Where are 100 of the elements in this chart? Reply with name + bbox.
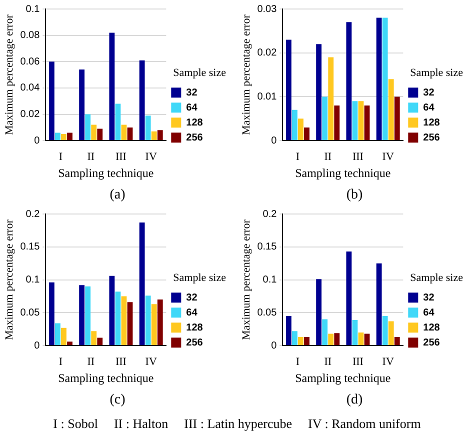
bar xyxy=(346,252,352,346)
bar xyxy=(121,296,127,346)
legend-label: 128 xyxy=(186,322,204,334)
y-tick-label: 0.1 xyxy=(262,274,278,286)
legend-label: 64 xyxy=(186,307,198,318)
x-tick-label: III xyxy=(115,151,127,164)
bar xyxy=(328,334,334,346)
bar xyxy=(328,57,334,140)
bar xyxy=(394,337,400,346)
legend-label: 256 xyxy=(423,132,440,144)
y-tick-label: 0.05 xyxy=(20,307,40,318)
bar xyxy=(364,106,370,140)
bar xyxy=(304,337,310,346)
x-axis-title: Sampling technique xyxy=(295,371,391,386)
bar xyxy=(115,292,121,346)
y-tick-label: 0.01 xyxy=(257,91,278,102)
bar xyxy=(109,276,115,346)
bar xyxy=(376,18,382,140)
bar xyxy=(55,323,60,346)
bar xyxy=(358,332,364,346)
x-tick-label: IV xyxy=(382,356,394,368)
x-tick-label: II xyxy=(324,151,332,164)
y-tick-label: 0.15 xyxy=(20,242,40,253)
bar xyxy=(334,333,340,346)
bar xyxy=(286,316,292,346)
legend-label: 64 xyxy=(423,307,435,318)
bar xyxy=(127,127,133,140)
y-tick-label: 0.1 xyxy=(26,4,40,15)
bar xyxy=(97,128,103,140)
bar xyxy=(358,101,364,140)
y-axis-title: Maximum percentage error xyxy=(240,219,252,340)
x-tick-label: III xyxy=(352,151,364,164)
bar xyxy=(157,300,163,346)
legend-label: 32 xyxy=(423,292,435,304)
bar xyxy=(298,118,304,140)
x-tick-label: II xyxy=(87,151,95,164)
bar xyxy=(91,124,97,140)
bar xyxy=(109,32,115,140)
y-axis-title: Maximum percentage error xyxy=(3,14,16,135)
y-tick-label: 0 xyxy=(271,340,278,352)
bar xyxy=(121,124,127,140)
text: I : Sobol xyxy=(53,416,98,432)
bar xyxy=(292,110,298,140)
bar xyxy=(67,342,72,346)
legend-label: 32 xyxy=(423,87,435,98)
bar xyxy=(394,96,400,140)
legend-title: Sample size xyxy=(173,66,226,79)
bar xyxy=(145,116,151,140)
y-axis-title: Maximum percentage error xyxy=(3,219,16,340)
legend-label: 64 xyxy=(186,102,198,114)
bar xyxy=(322,319,328,346)
legend-label: 128 xyxy=(423,322,440,334)
legend-label: 128 xyxy=(186,117,204,128)
bar xyxy=(139,60,145,140)
text: IV : Random uniform xyxy=(308,416,421,432)
y-axis-title: Maximum percentage error xyxy=(240,14,252,135)
bar xyxy=(67,132,72,140)
bar xyxy=(388,79,394,140)
legend-title: Sample size xyxy=(410,272,464,284)
y-tick-label: 0.1 xyxy=(26,274,40,286)
x-tick-label: IV xyxy=(145,356,157,368)
text: II : Halton xyxy=(114,416,168,432)
legend-title: Sample size xyxy=(173,272,226,284)
bar xyxy=(286,40,292,140)
x-tick-label: I xyxy=(296,151,300,164)
bar xyxy=(151,304,157,346)
bar xyxy=(376,263,382,346)
y-tick-label: 0.05 xyxy=(257,307,278,318)
bar xyxy=(91,331,97,346)
legend-label: 256 xyxy=(186,132,204,144)
bar xyxy=(48,282,54,346)
bar xyxy=(382,18,388,140)
y-tick-label: 0 xyxy=(34,135,40,146)
y-tick-label: 0.06 xyxy=(20,56,40,68)
x-tick-label: III xyxy=(352,356,364,368)
y-tick-label: 0.08 xyxy=(20,30,40,42)
bar xyxy=(352,101,358,140)
x-tick-label: III xyxy=(115,356,127,368)
x-tick-label: II xyxy=(324,356,332,368)
text: (c) xyxy=(110,392,126,408)
text: (d) xyxy=(346,392,363,408)
legend-label: 32 xyxy=(186,87,198,98)
legend-title: Sample size xyxy=(410,66,464,79)
bar xyxy=(322,96,328,140)
y-tick-label: 0.02 xyxy=(20,109,40,120)
y-tick-label: 0.15 xyxy=(257,242,278,253)
x-tick-label: II xyxy=(87,356,95,368)
x-tick-label: I xyxy=(296,356,300,368)
y-tick-label: 0 xyxy=(34,340,40,352)
x-axis-title: Sampling technique xyxy=(58,166,154,180)
y-tick-label: 0 xyxy=(271,135,278,146)
bar xyxy=(79,70,85,140)
bar xyxy=(316,44,322,140)
bar xyxy=(85,286,91,346)
bar xyxy=(292,331,298,346)
bar xyxy=(388,321,394,346)
bar xyxy=(97,338,103,346)
legend-label: 256 xyxy=(186,337,204,348)
bar xyxy=(151,131,157,140)
bar xyxy=(145,296,151,346)
